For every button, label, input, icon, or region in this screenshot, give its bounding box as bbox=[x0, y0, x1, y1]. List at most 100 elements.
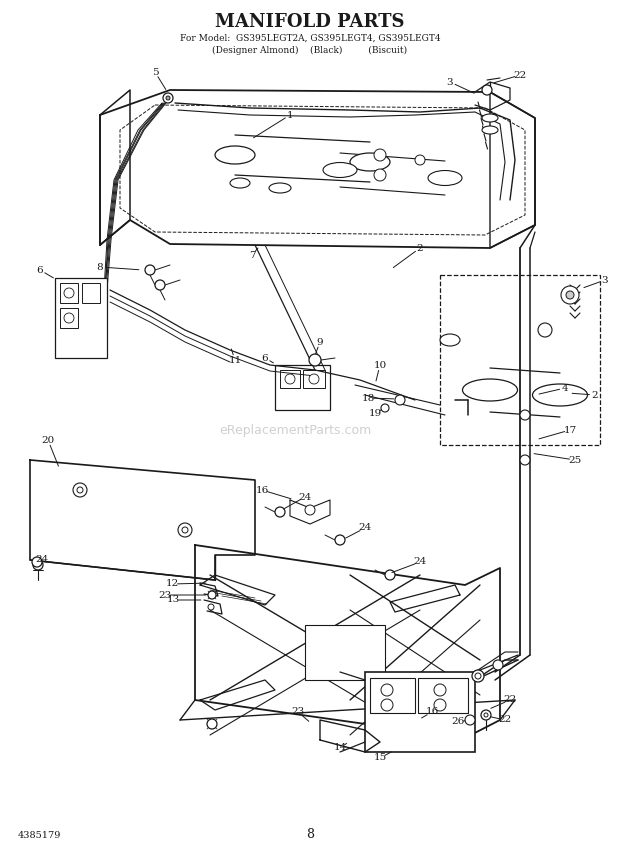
Text: eReplacementParts.com: eReplacementParts.com bbox=[219, 424, 371, 437]
Text: 13: 13 bbox=[166, 596, 180, 604]
Circle shape bbox=[561, 286, 579, 304]
Circle shape bbox=[566, 291, 574, 299]
Ellipse shape bbox=[440, 334, 460, 346]
Ellipse shape bbox=[323, 163, 357, 177]
Circle shape bbox=[335, 535, 345, 545]
Text: 3: 3 bbox=[446, 78, 453, 86]
Text: 7: 7 bbox=[249, 251, 255, 259]
Text: 2: 2 bbox=[417, 243, 423, 253]
Circle shape bbox=[434, 699, 446, 711]
Circle shape bbox=[475, 673, 481, 679]
Text: 22: 22 bbox=[498, 716, 511, 724]
Text: 22: 22 bbox=[513, 70, 526, 80]
Circle shape bbox=[182, 527, 188, 533]
Circle shape bbox=[208, 604, 214, 610]
Circle shape bbox=[77, 487, 83, 493]
Text: 26: 26 bbox=[451, 717, 464, 727]
Circle shape bbox=[520, 410, 530, 420]
Circle shape bbox=[381, 404, 389, 412]
Circle shape bbox=[178, 523, 192, 537]
Circle shape bbox=[64, 288, 74, 298]
Bar bbox=[305, 625, 385, 680]
Circle shape bbox=[484, 713, 488, 717]
Ellipse shape bbox=[428, 170, 462, 186]
Text: 17: 17 bbox=[564, 425, 577, 435]
Ellipse shape bbox=[463, 379, 518, 401]
Circle shape bbox=[482, 85, 492, 95]
Circle shape bbox=[163, 93, 173, 103]
Text: 23: 23 bbox=[291, 708, 304, 716]
Bar bbox=[55, 278, 107, 358]
Circle shape bbox=[32, 557, 42, 567]
Text: 5: 5 bbox=[152, 68, 158, 76]
Bar bbox=[82, 283, 100, 303]
Circle shape bbox=[374, 169, 386, 181]
Bar bbox=[60, 308, 78, 328]
Circle shape bbox=[395, 395, 405, 405]
Text: 14: 14 bbox=[334, 744, 347, 752]
Circle shape bbox=[305, 505, 315, 515]
Circle shape bbox=[208, 591, 216, 599]
Text: 20: 20 bbox=[42, 436, 55, 444]
Bar bbox=[275, 365, 330, 410]
Text: 8: 8 bbox=[306, 829, 314, 841]
Text: 11: 11 bbox=[228, 355, 242, 365]
Ellipse shape bbox=[350, 153, 390, 171]
Circle shape bbox=[385, 570, 395, 580]
Circle shape bbox=[285, 374, 295, 384]
Text: 24: 24 bbox=[35, 556, 48, 564]
Ellipse shape bbox=[269, 183, 291, 193]
Circle shape bbox=[275, 507, 285, 517]
Text: 12: 12 bbox=[166, 580, 179, 589]
Circle shape bbox=[465, 715, 475, 725]
Ellipse shape bbox=[482, 126, 498, 134]
Ellipse shape bbox=[215, 146, 255, 164]
Ellipse shape bbox=[230, 178, 250, 188]
Text: 1: 1 bbox=[286, 110, 293, 120]
Circle shape bbox=[374, 149, 386, 161]
Circle shape bbox=[207, 719, 217, 729]
Circle shape bbox=[166, 96, 170, 100]
Text: MANIFOLD PARTS: MANIFOLD PARTS bbox=[215, 13, 405, 31]
Ellipse shape bbox=[533, 384, 588, 406]
Text: 16: 16 bbox=[425, 708, 438, 716]
Circle shape bbox=[64, 313, 74, 323]
Text: 9: 9 bbox=[317, 337, 323, 347]
Circle shape bbox=[434, 684, 446, 696]
Circle shape bbox=[472, 670, 484, 682]
Circle shape bbox=[309, 374, 319, 384]
Text: 10: 10 bbox=[373, 360, 387, 370]
Circle shape bbox=[520, 455, 530, 465]
Bar bbox=[60, 283, 78, 303]
Text: 24: 24 bbox=[298, 492, 312, 502]
Circle shape bbox=[481, 710, 491, 720]
Circle shape bbox=[538, 323, 552, 337]
Text: 19: 19 bbox=[368, 408, 382, 418]
Bar bbox=[280, 370, 300, 388]
Text: 15: 15 bbox=[373, 753, 387, 763]
Text: 2: 2 bbox=[591, 390, 598, 400]
Text: 23: 23 bbox=[158, 591, 172, 599]
Text: 24: 24 bbox=[358, 524, 371, 532]
Circle shape bbox=[73, 483, 87, 497]
Text: For Model:  GS395LEGT2A, GS395LEGT4, GS395LEGT4: For Model: GS395LEGT2A, GS395LEGT4, GS39… bbox=[180, 33, 440, 43]
Text: 18: 18 bbox=[361, 394, 374, 402]
Ellipse shape bbox=[309, 354, 321, 366]
Text: 4385179: 4385179 bbox=[18, 830, 61, 840]
Bar bbox=[370, 678, 415, 713]
Text: 25: 25 bbox=[569, 455, 582, 465]
Circle shape bbox=[33, 560, 43, 570]
Text: 6: 6 bbox=[37, 265, 43, 275]
Circle shape bbox=[493, 660, 503, 670]
Text: 22: 22 bbox=[503, 695, 516, 704]
Text: 8: 8 bbox=[97, 263, 104, 271]
Circle shape bbox=[415, 155, 425, 165]
Text: 3: 3 bbox=[601, 276, 608, 284]
Bar bbox=[365, 672, 475, 752]
Text: (Designer Almond)    (Black)         (Biscuit): (Designer Almond) (Black) (Biscuit) bbox=[213, 45, 407, 55]
Ellipse shape bbox=[145, 265, 155, 275]
Bar bbox=[303, 370, 325, 388]
Ellipse shape bbox=[482, 114, 498, 122]
Text: 24: 24 bbox=[414, 557, 427, 567]
Circle shape bbox=[381, 684, 393, 696]
